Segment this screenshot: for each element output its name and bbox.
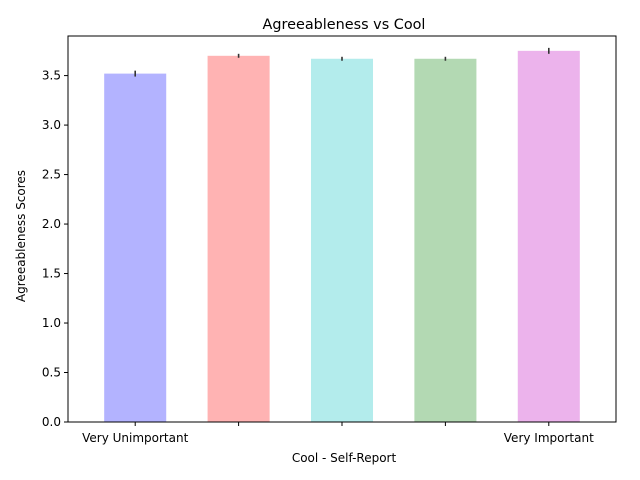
bars-group — [104, 50, 580, 423]
bar-5 — [517, 50, 580, 422]
y-tick-label: 0.0 — [42, 415, 61, 429]
x-axis: Very Unimportant Very Important — [82, 422, 594, 445]
y-tick-label: 2.0 — [42, 217, 61, 231]
bar-4 — [414, 58, 477, 423]
bar-3 — [310, 58, 374, 423]
x-tick-label: Very Important — [504, 431, 594, 445]
y-tick-label: 3.0 — [42, 118, 61, 132]
bar-1 — [104, 73, 167, 422]
plot-frame — [67, 35, 617, 423]
y-tick-label: 0.5 — [42, 366, 61, 380]
bar-2 — [207, 55, 270, 423]
x-axis-label: Cool - Self-Report — [292, 451, 397, 465]
y-axis-label: Agreeableness Scores — [14, 170, 28, 302]
x-tick-label: Very Unimportant — [82, 431, 188, 445]
y-tick-label: 2.5 — [42, 168, 61, 182]
error-bars-group — [134, 47, 550, 77]
y-tick-label: 1.5 — [42, 267, 61, 281]
y-tick-label: 1.0 — [42, 316, 61, 330]
y-tick-label: 3.5 — [42, 69, 61, 83]
y-axis: 0.0 0.5 1.0 1.5 2.0 2.5 3.0 3.5 — [42, 69, 68, 429]
chart-title: Agreeableness vs Cool — [263, 17, 426, 33]
